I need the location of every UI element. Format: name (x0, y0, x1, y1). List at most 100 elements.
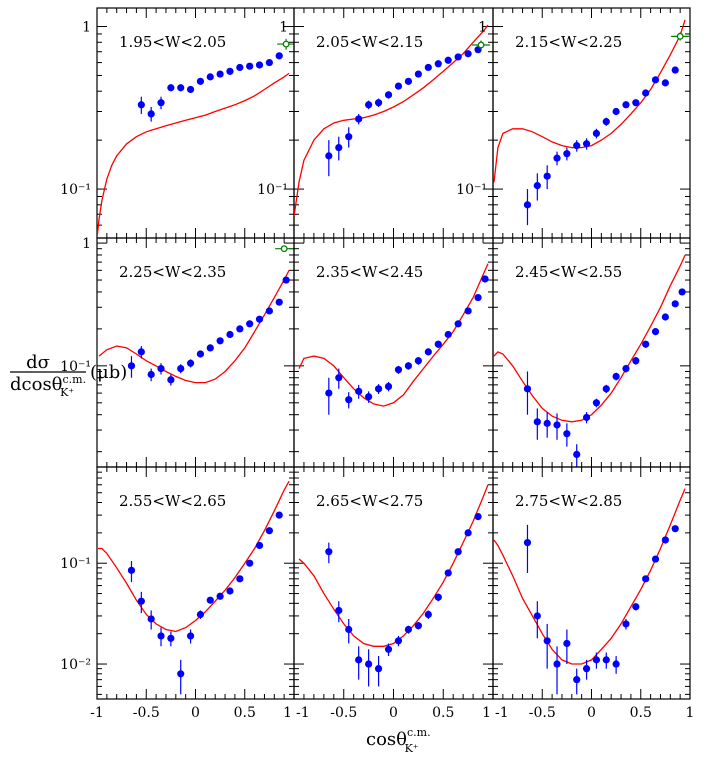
data-point (365, 660, 373, 668)
x-axis-title: cosθc.m. K⁺ (366, 726, 431, 755)
data-point (563, 150, 571, 158)
panel-label: 2.45<W<2.55 (515, 263, 622, 281)
x-tick-label: -1 (90, 705, 104, 721)
data-point (186, 85, 195, 94)
data-point (434, 60, 442, 68)
x-tick-label: 0 (191, 705, 200, 721)
data-point (592, 129, 601, 138)
data-point (167, 84, 175, 92)
data-point (563, 639, 571, 648)
data-point (157, 99, 165, 107)
data-point (384, 382, 393, 391)
data-point (177, 670, 185, 678)
x-tick-label: -0.5 (529, 705, 556, 721)
data-point (612, 372, 620, 381)
panel-4: 1 10⁻¹ 2.25<W<2.35 (60, 236, 295, 468)
data-point (216, 592, 224, 600)
data-point (206, 73, 214, 81)
data-point (226, 67, 234, 75)
data-point (651, 76, 660, 84)
data-point (602, 385, 610, 393)
panel-7: 10⁻¹ 10⁻² -1 -0.5 0 0.5 1 2.55<W<2.65 (60, 466, 295, 721)
data-point (622, 101, 630, 109)
data-point (127, 566, 136, 574)
data-point (196, 610, 205, 619)
data-point (424, 348, 432, 356)
data-point (147, 110, 155, 118)
model-curve (97, 72, 290, 238)
data-point (543, 637, 551, 645)
data-point (414, 357, 422, 365)
data-point (157, 632, 165, 640)
data-point (671, 300, 679, 308)
data-point (434, 593, 442, 601)
data-point (384, 91, 393, 99)
data-point (642, 575, 650, 583)
data-point (533, 418, 541, 426)
data-point (196, 77, 205, 85)
data-point (533, 182, 541, 190)
x-tick-label: 0.5 (234, 705, 256, 721)
data-point (137, 348, 145, 356)
data-point (255, 61, 264, 69)
data-point (651, 328, 660, 336)
data-point (622, 364, 630, 373)
data-point (394, 366, 403, 374)
data-point (543, 172, 551, 180)
x-tick-label: 0 (389, 705, 398, 721)
data-point (355, 115, 363, 123)
data-point (345, 133, 353, 141)
data-point (533, 612, 541, 620)
y-axis-numerator: dσ (26, 352, 50, 373)
panel-9: -1 -0.5 0 0.5 1 2.75<W<2.85 (492, 466, 694, 721)
panel-plot-area (98, 245, 294, 386)
extra-point (477, 41, 485, 49)
data-point (651, 555, 660, 563)
data-point (404, 77, 413, 85)
data-point (186, 359, 195, 367)
data-point (137, 597, 145, 605)
data-point (236, 575, 244, 583)
y-tick-label: 10⁻¹ (60, 556, 91, 572)
data-point (632, 357, 640, 365)
data-point (632, 603, 640, 611)
data-point (523, 201, 532, 209)
data-point (642, 89, 650, 97)
x-tick-label: -1 (495, 705, 509, 721)
data-point (196, 350, 205, 358)
data-point (454, 53, 462, 61)
data-point (265, 527, 273, 535)
y-tick-label: 1 (82, 236, 91, 252)
y-tick-label: 1 (478, 20, 487, 36)
data-point (255, 541, 264, 550)
panel-label: 2.55<W<2.65 (119, 492, 226, 510)
panel-plot-area (493, 254, 686, 467)
y-tick-label: 10⁻¹ (456, 182, 487, 198)
data-point (177, 84, 185, 92)
data-point (206, 596, 214, 604)
panel-1: 1 10⁻¹ 1.95<W<2.05 (60, 7, 295, 239)
data-point (622, 620, 630, 628)
panel-label: 1.95<W<2.05 (119, 33, 226, 51)
panels: 1 10⁻¹ 1.95<W<2.05 1 10⁻¹ 2.05<W<2.15 1 10⁻¹ 2.1… (60, 7, 694, 721)
data-point (345, 396, 353, 404)
data-point (282, 276, 290, 284)
data-point (464, 529, 472, 537)
data-point (216, 70, 224, 78)
x-tick-label: 0.5 (432, 705, 454, 721)
data-point (335, 606, 343, 615)
y-tick-label: 10⁻² (60, 657, 91, 673)
data-point (553, 421, 561, 429)
y-tick-label: 1 (279, 20, 288, 36)
data-point (167, 634, 175, 642)
data-point (424, 63, 432, 72)
data-point (563, 430, 571, 438)
data-point (374, 99, 383, 107)
data-point (226, 587, 234, 595)
panel-label: 2.65<W<2.75 (316, 492, 423, 510)
y-axis-title: dσ dcosθc.m. K⁺ (μb) (10, 352, 127, 399)
panel-2: 1 10⁻¹ 2.05<W<2.15 (257, 7, 494, 239)
data-point (582, 413, 591, 422)
data-point (374, 665, 383, 673)
data-point (414, 622, 422, 630)
